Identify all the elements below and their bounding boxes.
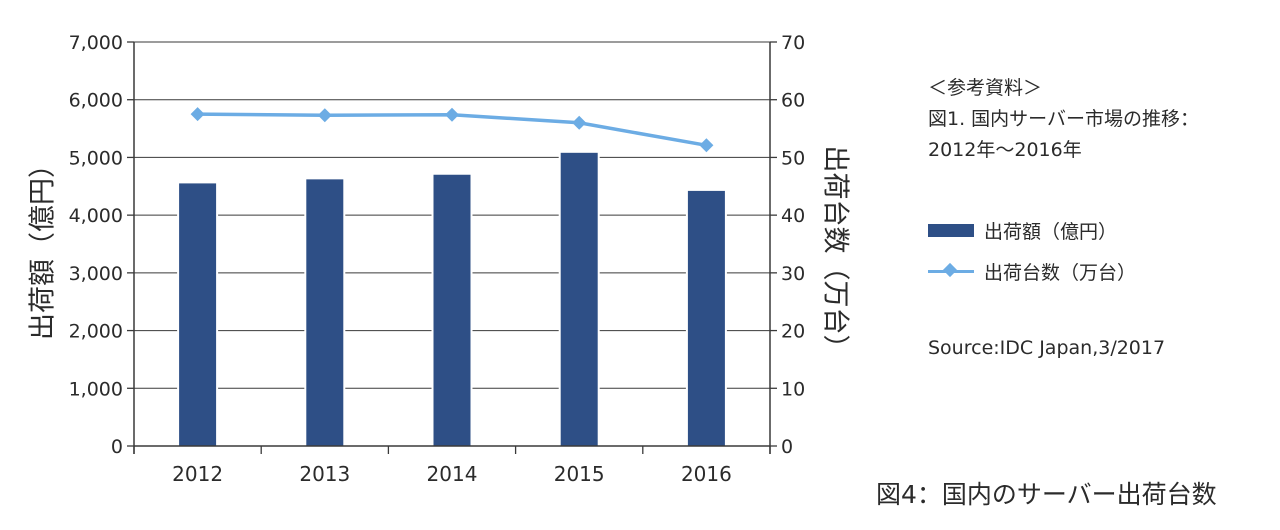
legend-label-shipment-units: 出荷台数（万台）: [984, 261, 1137, 284]
legend-label-shipment-value: 出荷額（億円）: [984, 220, 1118, 243]
x-tick-label: 2012: [172, 462, 223, 486]
line-series: [190, 107, 714, 153]
legend-bar-swatch: [928, 223, 974, 237]
source-note: Source:IDC Japan,3/2017: [928, 337, 1166, 359]
y-tick-label-right: 60: [781, 90, 805, 112]
y-axis-title-right: 出荷台数（万台）: [819, 145, 851, 362]
line-point: [445, 107, 459, 122]
bar: [560, 152, 598, 446]
legend-item-shipment-value: 出荷額（億円）: [928, 215, 1117, 245]
x-tick-label: 2013: [299, 462, 350, 486]
y-tick-label-left: 7,000: [69, 32, 123, 54]
y-tick-label-left: 5,000: [69, 147, 123, 169]
y-tick-label-right: 40: [781, 205, 805, 227]
line-point: [572, 115, 587, 130]
reference-heading: ＜参考資料＞: [928, 77, 1043, 99]
tick-labels: 0 0 1,000 10 2,000 20 3,000 30 4,000 40 5,000 50 6,0…: [69, 32, 806, 486]
bar: [687, 190, 725, 446]
legend-item-shipment-units: 出荷台数（万台）: [928, 256, 1136, 286]
y-tick-label-right: 10: [781, 378, 805, 400]
figure-caption: 図4：国内のサーバー出荷台数: [876, 480, 1217, 509]
axes: [127, 41, 777, 454]
reference-title: 図1. 国内サーバー市場の推移：: [928, 108, 1199, 130]
y-tick-label-right: 50: [781, 147, 805, 169]
y-tick-label-left: 2,000: [69, 321, 123, 343]
y-tick-label-left: 1,000: [69, 378, 123, 400]
bar: [433, 174, 471, 446]
bar-series: [177, 150, 727, 447]
y-tick-label-right: 20: [781, 321, 805, 343]
line-point: [699, 138, 714, 153]
y-tick-label-left: 6,000: [69, 90, 123, 112]
y-tick-label-left: 0: [111, 436, 123, 458]
bar: [179, 183, 217, 446]
legend-line-swatch: [928, 262, 974, 278]
y-tick-label-right: 0: [781, 436, 793, 458]
y-tick-label-left: 4,000: [69, 205, 123, 227]
y-axis-title-left: 出荷額（億円）: [27, 151, 59, 340]
reference-period: 2012年〜2016年: [928, 139, 1082, 161]
y-tick-label-right: 70: [781, 32, 805, 54]
y-tick-label-right: 30: [781, 263, 805, 285]
bar: [306, 179, 344, 447]
x-tick-label: 2016: [681, 462, 732, 486]
line-point: [317, 108, 332, 123]
x-tick-label: 2014: [427, 462, 478, 486]
y-tick-label-left: 3,000: [69, 263, 123, 285]
x-tick-label: 2015: [554, 462, 605, 486]
line-point: [190, 107, 205, 122]
